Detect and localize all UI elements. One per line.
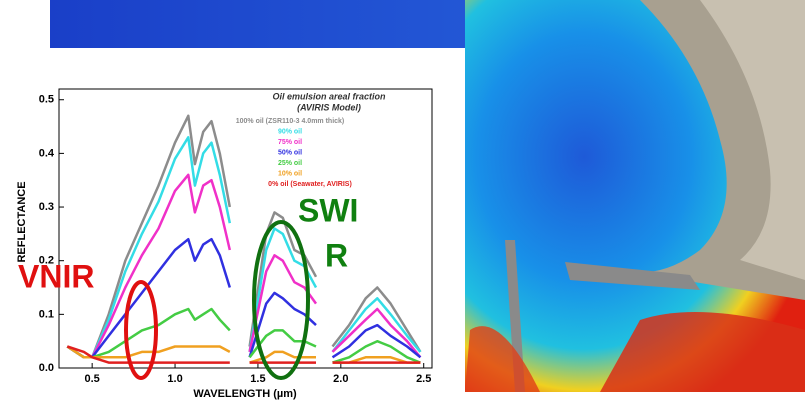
x-axis-label: WAVELENGTH (µm) bbox=[193, 388, 297, 400]
y-tick-label: 0.0 bbox=[39, 362, 54, 374]
x-tick-label: 1.5 bbox=[250, 373, 265, 385]
y-tick-label: 0.4 bbox=[39, 147, 55, 159]
legend-subtitle: (AVIRIS Model) bbox=[297, 102, 361, 112]
legend-entry: 10% oil bbox=[278, 170, 302, 177]
plot-frame bbox=[58, 88, 433, 369]
legend-title: Oil emulsion areal fraction bbox=[272, 91, 386, 101]
chart-panel bbox=[0, 48, 465, 403]
x-tick-label: 0.5 bbox=[85, 373, 100, 385]
y-tick-label: 0.3 bbox=[39, 201, 54, 213]
map-image bbox=[50, 0, 805, 392]
x-tick-label: 2.0 bbox=[333, 373, 348, 385]
swir-ellipse bbox=[252, 220, 310, 380]
swir-label: SWI bbox=[298, 192, 358, 228]
y-tick-label: 0.5 bbox=[39, 94, 54, 106]
legend-entry: 75% oil bbox=[278, 139, 302, 146]
legend-entry: 25% oil bbox=[278, 160, 302, 167]
legend-entry: 50% oil bbox=[278, 149, 302, 156]
plot: 0.5 1.0 1.5 2.0 2.5 0.0 0.1 0.2 0.3 0.4 0.5 100% oi… bbox=[39, 94, 432, 385]
y-tick-label: 0.1 bbox=[39, 308, 54, 320]
vnir-label: VNIR bbox=[18, 258, 94, 294]
vnir-ellipse bbox=[124, 280, 158, 380]
legend-entry: 90% oil bbox=[278, 128, 302, 135]
swir-label: R bbox=[325, 237, 348, 273]
x-tick-label: 2.5 bbox=[416, 373, 431, 385]
legend-entry: 0% oil (Seawater, AVIRIS) bbox=[268, 181, 352, 188]
legend-entry: 100% oil (ZSR110-3 4.0mm thick) bbox=[236, 118, 345, 125]
y-axis-label: REFLECTANCE bbox=[16, 181, 28, 262]
series-line bbox=[66, 237, 422, 359]
x-tick-label: 1.0 bbox=[167, 373, 182, 385]
y-tick-label: 0.2 bbox=[39, 255, 54, 267]
